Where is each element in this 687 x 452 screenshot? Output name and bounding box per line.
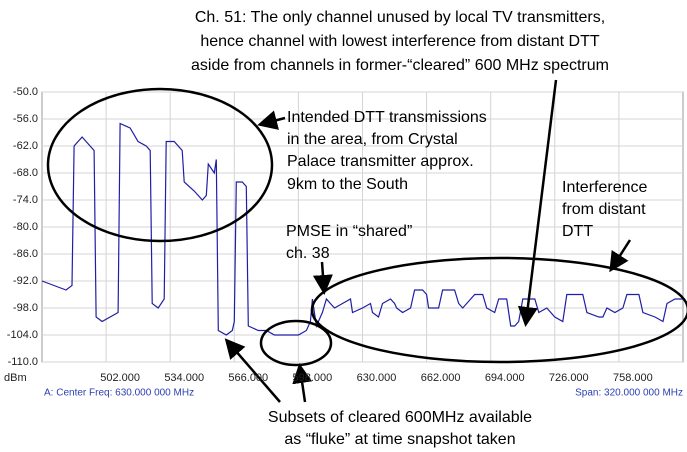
x-tick-label: 630.000 [357,372,397,384]
title-line: hence channel with lowest interference f… [200,33,600,50]
y-tick-label: -56.0 [13,113,38,125]
x-tick-label: 502.000 [100,372,140,384]
annotation: in the area, from Crystal [287,131,458,148]
title-line: aside from channels in former-“cleared” … [191,57,609,74]
arrow [292,363,313,403]
annotation: Intended DTT transmissions [287,109,487,126]
x-tick-label: 566.000 [228,372,268,384]
x-tick-label: 694.000 [485,372,525,384]
arrow [609,239,632,273]
annotation: Subsets of cleared 600MHz available [268,409,532,426]
annotation: PMSE in “shared” [286,223,412,240]
arrow [517,79,558,327]
y-tick-label: -92.0 [13,275,38,287]
trace [41,122,683,336]
y-tick-label: -86.0 [13,248,38,260]
y-tick-label: -98.0 [13,302,38,314]
x-tick-label: 534.000 [164,372,204,384]
arrow [257,110,286,130]
arrow [312,261,333,295]
y-tick-label: -104.0 [7,329,38,341]
x-tick-label: 662.000 [421,372,461,384]
annotation-shapes [46,79,687,403]
annotation: 9km to the South [287,176,408,193]
y-tick-label: -74.0 [13,194,38,206]
y-tick-label: -110.0 [8,356,38,368]
annotation: as “fluke” at time snapshot taken [284,431,515,448]
arrow [224,338,281,403]
ellipse [310,256,687,364]
y-tick-label: -62.0 [13,140,38,152]
span: Span: 320.000 000 MHz [575,388,683,399]
annotation: Palace transmitter approx. [287,153,474,170]
ellipse [46,87,274,243]
annotation: Interference [562,179,647,196]
x-tick-label: 758.000 [613,372,653,384]
center-freq: A: Center Freq: 630.000 000 MHz [44,388,194,399]
annotation: DTT [562,223,593,240]
y-tick-label: -50.0 [13,86,38,98]
trace-line [41,122,683,336]
annotation: ch. 38 [286,245,330,262]
x-tick-label: 726.000 [549,372,589,384]
y-tick-label: -68.0 [13,167,38,179]
annotation: from distant [562,201,646,218]
title-line: Ch. 51: The only channel unused by local… [195,9,605,26]
y-unit: dBm [4,372,27,384]
y-tick-label: -80.0 [13,221,38,233]
x-tick-label: 598.000 [293,372,333,384]
